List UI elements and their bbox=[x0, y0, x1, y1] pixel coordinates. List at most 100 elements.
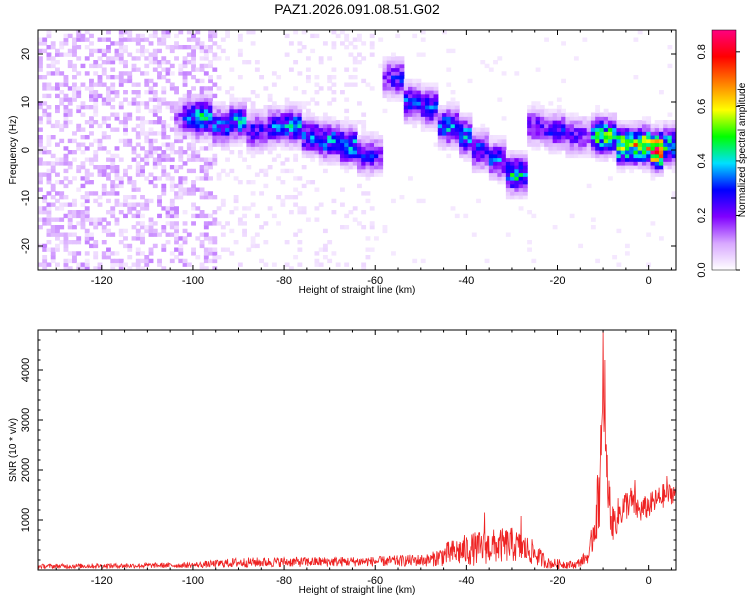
spectrogram-cell bbox=[165, 213, 171, 219]
spectrogram-cell bbox=[544, 37, 549, 42]
spectrogram-cell bbox=[101, 37, 107, 42]
spectrogram-cell bbox=[408, 93, 413, 99]
spectrogram-cell bbox=[437, 116, 443, 121]
spectrogram-cell bbox=[361, 225, 367, 230]
spectrogram-cell bbox=[186, 127, 192, 132]
spectrogram-cell bbox=[633, 37, 639, 42]
spectrogram-cell bbox=[131, 225, 137, 230]
spectrogram-cell bbox=[348, 75, 354, 80]
spectrogram-cell bbox=[110, 262, 116, 267]
spectrogram-cell bbox=[152, 131, 158, 136]
spectrogram-cell bbox=[561, 142, 567, 147]
spectrogram-y-tick-label: 0 bbox=[20, 147, 32, 153]
spectrogram-cell bbox=[322, 123, 328, 129]
spectrogram-cell bbox=[544, 123, 549, 129]
spectrogram-cell bbox=[433, 97, 439, 102]
spectrogram-cell bbox=[365, 153, 371, 159]
spectrogram-cell bbox=[84, 176, 90, 181]
spectrogram-cell bbox=[135, 131, 141, 136]
spectrogram-cell bbox=[50, 202, 56, 207]
spectrogram-cell bbox=[276, 75, 282, 80]
spectrogram-cell bbox=[531, 101, 537, 106]
spectrogram-cell bbox=[280, 116, 286, 121]
spectrogram-cell bbox=[305, 138, 311, 144]
spectrogram-cell bbox=[191, 52, 196, 57]
spectrogram-cell bbox=[195, 153, 201, 159]
spectrogram-cell bbox=[208, 138, 213, 144]
spectrogram-cell bbox=[544, 127, 549, 132]
spectrogram-cell bbox=[76, 240, 82, 245]
spectrogram-cell bbox=[67, 112, 73, 117]
spectrogram-cell bbox=[271, 82, 277, 87]
spectrogram-cell bbox=[637, 131, 643, 136]
spectrogram-cell bbox=[135, 56, 141, 61]
spectrogram-cell bbox=[582, 120, 588, 125]
spectrogram-cell bbox=[633, 142, 639, 147]
spectrogram-cell bbox=[637, 120, 643, 125]
spectrogram-cell bbox=[552, 142, 558, 147]
spectrogram-cell bbox=[208, 63, 213, 69]
spectrogram-cell bbox=[569, 127, 575, 132]
spectrogram-cell bbox=[620, 165, 626, 170]
spectrogram-cell bbox=[586, 142, 592, 147]
spectrogram-cell bbox=[212, 240, 218, 245]
spectrogram-cell bbox=[123, 228, 128, 234]
spectrogram-cell bbox=[403, 116, 409, 121]
spectrogram-cell bbox=[46, 63, 52, 69]
spectrogram-cell bbox=[191, 67, 196, 72]
spectrogram-cell bbox=[220, 247, 226, 252]
spectrogram-cell bbox=[106, 30, 111, 35]
spectrogram-cell bbox=[199, 266, 205, 270]
spectrogram-cell bbox=[220, 142, 226, 147]
spectrogram-cell bbox=[518, 153, 524, 159]
spectrogram-cell bbox=[250, 127, 256, 132]
spectrogram-cell bbox=[425, 112, 430, 117]
spectrogram-cell bbox=[203, 221, 209, 226]
spectrogram-cell bbox=[403, 78, 409, 84]
spectrogram-cell bbox=[174, 90, 179, 95]
spectrogram-cell bbox=[399, 97, 405, 102]
spectrogram-cell bbox=[203, 123, 209, 129]
spectrogram-cell bbox=[208, 165, 213, 170]
spectrogram-cell bbox=[327, 86, 333, 91]
spectrogram-cell bbox=[144, 90, 150, 95]
spectrogram-cell bbox=[152, 157, 158, 162]
spectrogram-cell bbox=[382, 82, 388, 87]
spectrogram-cell bbox=[624, 153, 630, 159]
spectrogram-cell bbox=[331, 90, 337, 95]
spectrogram-cell bbox=[650, 165, 656, 170]
spectrogram-cell bbox=[276, 221, 282, 226]
spectrogram-cell bbox=[208, 191, 213, 196]
spectrogram-cell bbox=[322, 228, 328, 234]
spectrogram-cell bbox=[110, 191, 116, 196]
spectrogram-cell bbox=[314, 142, 320, 147]
spectrogram-cell bbox=[616, 262, 622, 267]
spectrogram-cell bbox=[518, 206, 524, 211]
spectrogram-cell bbox=[267, 105, 273, 110]
spectrogram-cell bbox=[357, 172, 362, 177]
spectrogram-cell bbox=[195, 176, 201, 181]
spectrogram-x-ticks: -120 -100 -80 -60 -40 -20 0 bbox=[55, 30, 672, 287]
spectrogram-cell bbox=[38, 180, 43, 185]
spectrogram-cell bbox=[93, 112, 99, 117]
spectrogram-cell bbox=[216, 135, 222, 140]
spectrogram-cell bbox=[59, 191, 65, 196]
spectrogram-cell bbox=[203, 93, 209, 99]
spectrogram-cell bbox=[395, 82, 401, 87]
spectrogram-cell bbox=[327, 120, 333, 125]
spectrogram-cell bbox=[586, 120, 592, 125]
spectrogram-cell bbox=[522, 176, 528, 181]
spectrogram-cell bbox=[38, 116, 43, 121]
spectrogram-cell bbox=[382, 63, 388, 69]
spectrogram-cell bbox=[208, 105, 213, 110]
spectrogram-cell bbox=[72, 240, 77, 245]
spectrogram-cell bbox=[225, 146, 230, 151]
spectrogram-cell bbox=[220, 116, 226, 121]
spectrogram-cell bbox=[322, 131, 328, 136]
spectrogram-cell bbox=[590, 120, 596, 125]
spectrogram-cell bbox=[59, 101, 65, 106]
spectrogram-cell bbox=[199, 97, 205, 102]
spectrogram-cell bbox=[280, 180, 286, 185]
spectrogram-cell bbox=[459, 150, 464, 155]
spectrogram-cell bbox=[471, 135, 477, 140]
